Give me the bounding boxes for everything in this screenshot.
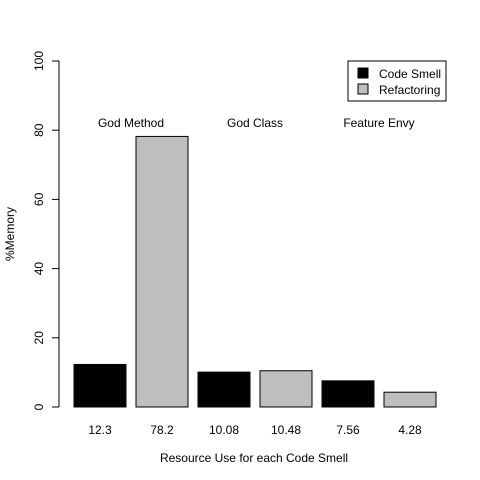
legend-swatch-refactoring bbox=[357, 83, 369, 95]
group-labels: God Method God Class Feature Envy bbox=[98, 116, 415, 130]
y-axis: 0 20 40 60 80 100 bbox=[32, 51, 60, 410]
group-label-god-class: God Class bbox=[227, 116, 283, 130]
bars bbox=[73, 135, 437, 408]
y-tick-label-0: 0 bbox=[32, 403, 46, 410]
y-tick-label-80: 80 bbox=[32, 123, 46, 137]
bar-feature-envy-refactoring bbox=[383, 391, 437, 408]
bar-god-class-refactoring bbox=[259, 370, 313, 408]
y-tick-label-100: 100 bbox=[32, 51, 46, 71]
legend: Code Smell Refactoring bbox=[347, 60, 447, 102]
value-label-4: 10.48 bbox=[271, 423, 301, 437]
bar-god-method-refactoring bbox=[135, 135, 189, 408]
legend-label-refactoring: Refactoring bbox=[379, 83, 440, 97]
value-label-6: 4.28 bbox=[398, 423, 422, 437]
value-label-1: 12.3 bbox=[88, 423, 112, 437]
x-axis-label: Resource Use for each Code Smell bbox=[160, 451, 348, 465]
group-label-feature-envy: Feature Envy bbox=[343, 116, 414, 130]
value-labels: 12.3 78.2 10.08 10.48 7.56 4.28 bbox=[88, 423, 422, 437]
y-tick-label-60: 60 bbox=[32, 192, 46, 206]
bar-feature-envy-code-smell bbox=[321, 380, 375, 408]
y-tick-label-20: 20 bbox=[32, 331, 46, 345]
value-label-2: 78.2 bbox=[150, 423, 174, 437]
group-label-god-method: God Method bbox=[98, 116, 164, 130]
y-ticks: 0 20 40 60 80 100 bbox=[32, 51, 59, 410]
legend-swatch-code-smell bbox=[357, 67, 369, 79]
bar-god-class-code-smell bbox=[197, 371, 251, 408]
value-label-3: 10.08 bbox=[209, 423, 239, 437]
bar-god-method-code-smell bbox=[73, 363, 127, 408]
y-axis-label: %Memory bbox=[3, 207, 17, 261]
value-label-5: 7.56 bbox=[336, 423, 360, 437]
y-tick-label-40: 40 bbox=[32, 262, 46, 276]
legend-label-code-smell: Code Smell bbox=[379, 67, 441, 81]
